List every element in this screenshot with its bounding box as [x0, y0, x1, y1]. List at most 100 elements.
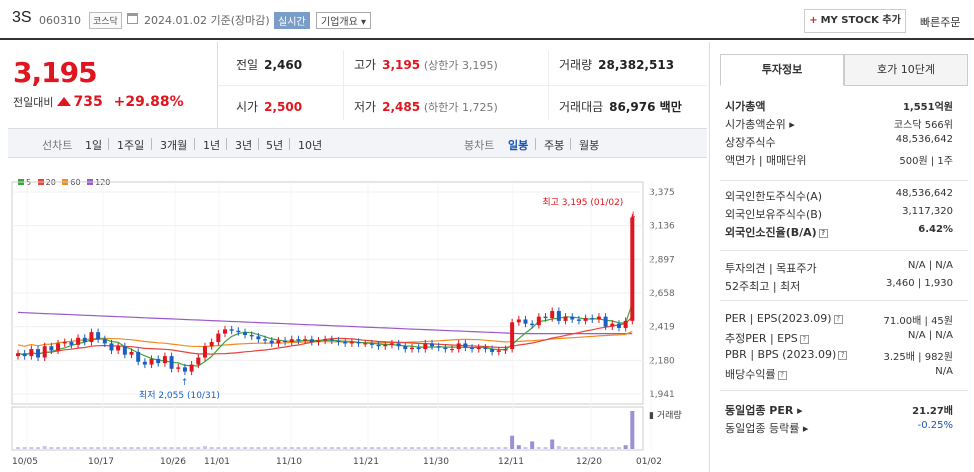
help-icon[interactable]: ? — [818, 228, 828, 238]
candle-body — [309, 339, 314, 343]
info-value: N/A — [935, 366, 953, 377]
candle-body — [376, 344, 381, 347]
candle-chart-label: 봉차트 — [464, 139, 495, 152]
y-tick-label: 3,136 — [649, 222, 675, 232]
volume-bar — [276, 447, 281, 449]
period-1w[interactable]: 1주일 — [117, 139, 145, 152]
volume-label: ▮ 거래량 — [649, 409, 682, 421]
candle-body — [583, 318, 588, 321]
volume-bar — [550, 439, 555, 449]
volume-bar — [343, 447, 348, 449]
help-icon[interactable]: ? — [838, 350, 848, 360]
candle-body — [142, 361, 147, 365]
company-overview-select[interactable]: 기업개요 ▾ — [316, 12, 371, 29]
volume-bar — [409, 447, 414, 449]
candle-body — [209, 342, 214, 347]
candle-monthly[interactable]: 월봉 — [579, 139, 600, 152]
candle-body — [256, 336, 261, 340]
volume-bar — [523, 447, 528, 449]
candle-body — [109, 343, 114, 351]
info-value: 3.25배 | 982원 — [883, 352, 953, 363]
candle-body — [463, 343, 468, 348]
info-label: 52주최고 | 최저 — [725, 280, 801, 293]
info-value: 48,536,642 — [895, 134, 953, 145]
base-date: 2024.01.02 기준(장마감) — [144, 14, 270, 27]
prev-close: 전일 2,460 — [236, 58, 303, 72]
realtime-button[interactable]: 실시간 — [274, 12, 310, 29]
candle-daily[interactable]: 일봉 — [508, 139, 529, 152]
candle-body — [443, 347, 448, 350]
low-price: 저가 2,485 (하한가 1,725) — [354, 100, 498, 114]
volume-bar — [116, 447, 121, 449]
candle-body — [470, 347, 475, 350]
volume-bar — [590, 447, 595, 449]
volume-bar — [29, 447, 34, 449]
volume-bar — [82, 447, 87, 449]
volume-bar — [96, 447, 101, 449]
help-icon[interactable]: ? — [833, 314, 843, 324]
period-3y[interactable]: 3년 — [235, 139, 253, 152]
volume-bar — [456, 447, 461, 449]
tab-orderbook[interactable]: 호가 10단계 — [844, 54, 968, 86]
candle-body — [22, 353, 27, 357]
volume-bar — [383, 447, 388, 449]
candle-body — [556, 311, 561, 321]
volume-bar — [169, 447, 174, 449]
candle-body — [536, 316, 541, 326]
candle-body — [102, 339, 107, 344]
quote-grid: 전일 2,460 고가 3,195 (상한가 3,195) 거래량 28,382,51… — [218, 42, 707, 128]
candle-body — [349, 342, 354, 344]
volume-bar — [76, 447, 81, 449]
volume-bar — [543, 447, 548, 449]
candle-body — [363, 343, 368, 345]
info-label: 추정PER | EPS? — [725, 330, 809, 346]
period-1d[interactable]: 1일 — [85, 139, 103, 152]
candle-body — [156, 358, 161, 364]
info-label: 동일업종 PER ▸ — [725, 404, 803, 417]
high-annotation: 최고 3,195 (01/02) — [542, 197, 623, 208]
volume-bar — [296, 447, 301, 449]
tab-investment-info[interactable]: 투자정보 — [720, 54, 844, 86]
candle-weekly[interactable]: 주봉 — [544, 139, 565, 152]
x-tick-label: 01/02 — [636, 457, 662, 467]
quote-panel: 3,195 전일대비 735 +29.88% 전일 2,460 고가 3,195 (상… — [8, 42, 707, 472]
help-icon[interactable]: ? — [799, 334, 809, 344]
price-chart[interactable]: 3,375 3,136 2,897 2,658 2,419 2,180 1,941 10/05… — [8, 42, 707, 472]
quick-order-link[interactable]: 빠른주문 — [920, 16, 961, 29]
volume-bar — [336, 447, 341, 449]
volume-bar — [423, 447, 428, 449]
info-label: 시가총액순위 ▸ — [725, 118, 795, 131]
candle-body — [283, 340, 288, 343]
help-icon[interactable]: ? — [777, 370, 787, 380]
period-5y[interactable]: 5년 — [266, 139, 284, 152]
candle-body — [550, 311, 555, 319]
y-tick-label: 2,180 — [649, 356, 675, 366]
candle-body — [490, 349, 495, 352]
candle-body — [176, 367, 181, 369]
period-1y[interactable]: 1년 — [203, 139, 221, 152]
add-mystock-button[interactable]: + MY STOCK 추가 — [804, 9, 906, 33]
candle-body — [202, 346, 207, 358]
open-price: 시가 2,500 — [236, 100, 303, 114]
candle-body — [136, 351, 141, 362]
ma5-line — [17, 303, 633, 367]
info-value: -0.25% — [917, 420, 953, 431]
candle-body — [496, 350, 501, 352]
candle-body — [276, 340, 281, 344]
volume-bar — [516, 445, 521, 449]
change-percent: +29.88% — [113, 94, 184, 110]
period-3m[interactable]: 3개월 — [160, 139, 188, 152]
info-value: N/A | N/A — [907, 260, 953, 271]
info-label: 외국인소진율(B/A)? — [725, 224, 828, 240]
volume-bar — [570, 447, 575, 449]
candle-body — [523, 319, 528, 324]
volume-bar — [416, 447, 421, 449]
candle-body — [29, 349, 34, 357]
info-value: 21.27배 — [912, 406, 953, 417]
candle-body — [450, 349, 455, 351]
volume-bar — [356, 447, 361, 449]
candle-body — [403, 346, 408, 350]
volume-bar — [202, 446, 207, 449]
high-price: 고가 3,195 (상한가 3,195) — [354, 58, 498, 72]
period-10y[interactable]: 10년 — [298, 139, 323, 152]
